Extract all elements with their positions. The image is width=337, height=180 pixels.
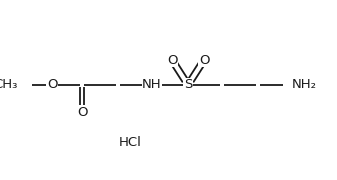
Text: O: O [199, 53, 209, 66]
Text: HCl: HCl [119, 136, 142, 148]
Text: O: O [77, 105, 87, 118]
Text: NH: NH [142, 78, 162, 91]
Text: O: O [167, 53, 177, 66]
Text: CH₃: CH₃ [0, 78, 18, 91]
Text: S: S [184, 78, 192, 91]
Text: O: O [47, 78, 57, 91]
Text: NH₂: NH₂ [292, 78, 317, 91]
